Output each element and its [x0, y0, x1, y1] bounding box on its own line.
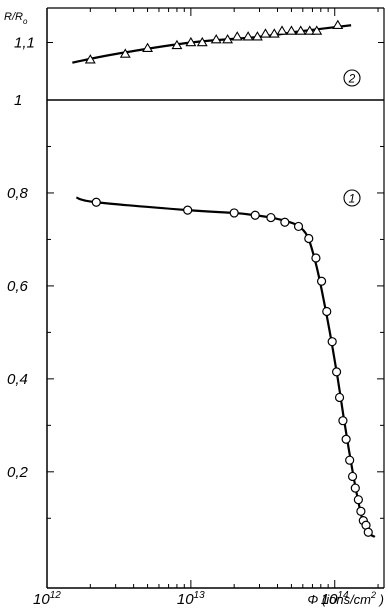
data-point-circle: [347, 471, 358, 482]
data-point-triangle: [268, 28, 280, 38]
axis-labels: 1012 1013 1014 1,1 1 0,8 0,6 0,4 0,2 R/Ro Φ (ions/…: [4, 11, 384, 608]
x-tick-label: 1014: [321, 590, 349, 608]
data-point-circle: [183, 205, 193, 215]
data-point-triangle: [242, 31, 254, 41]
data-point-circle: [334, 392, 345, 403]
data-point-circle: [331, 367, 342, 377]
series-label: 1: [349, 192, 356, 206]
data-point-triangle: [222, 34, 234, 44]
data-point-circle: [293, 221, 304, 232]
fit-curves: [72, 24, 376, 538]
x-axis-title: Φ (ions/cm2 ): [307, 590, 384, 607]
data-point-triangle: [285, 25, 297, 35]
y-tick-label: 0,2: [7, 464, 29, 481]
data-point-circle: [322, 306, 332, 317]
x-tick-label: 1013: [177, 590, 205, 608]
data-point-circle: [280, 217, 290, 227]
y-tick-label: 0,4: [7, 371, 28, 388]
fit-curve-lower: [76, 196, 376, 538]
data-point-triangle: [295, 25, 307, 35]
x-tick-label: 1012: [33, 590, 61, 608]
data-point-triangle: [171, 39, 183, 50]
series-label-circle: [343, 189, 361, 207]
data-point-circle: [304, 233, 314, 244]
data-point-circle: [327, 337, 337, 347]
y-tick-label: 0,6: [7, 278, 29, 295]
data-point-triangle: [196, 36, 208, 47]
data-point-triangle: [311, 25, 323, 35]
y-axis-title: R/Ro: [4, 11, 28, 26]
data-point-triangle: [210, 34, 222, 44]
data-point-triangle: [276, 25, 288, 35]
y-tick-label: 1,1: [14, 35, 35, 52]
series-label-circle: [343, 69, 361, 87]
y-tick-label: 1: [14, 92, 22, 109]
data-point-triangle: [332, 19, 344, 29]
data-point-circle: [350, 483, 360, 493]
data-point-triangle: [142, 42, 154, 52]
data-point-triangle: [304, 25, 316, 35]
data-point-triangle: [185, 36, 197, 47]
data-point-circle: [311, 253, 321, 263]
data-point-circle: [341, 434, 351, 444]
data-point-circle: [229, 208, 239, 218]
data-point-circle: [316, 276, 327, 286]
data-point-triangle: [84, 54, 96, 64]
data-point-circle: [266, 212, 276, 223]
data-point-circle: [250, 210, 260, 220]
data-point-triangle: [119, 48, 131, 58]
data-markers: [84, 19, 373, 537]
data-point-triangle: [231, 31, 243, 41]
axis-ticks: [46, 8, 384, 588]
data-point-triangle: [260, 28, 271, 38]
fit-curve-upper: [72, 24, 352, 64]
data-point-circle: [356, 506, 366, 516]
data-point-circle: [91, 197, 101, 207]
data-point-triangle: [251, 31, 263, 41]
y-tick-label: 0,8: [7, 185, 29, 202]
data-point-circle: [363, 527, 373, 537]
series-label: 2: [348, 72, 356, 86]
plot-frame: [46, 7, 385, 589]
data-point-circle: [338, 416, 348, 426]
data-point-circle: [345, 455, 355, 465]
data-point-circle: [353, 495, 363, 505]
